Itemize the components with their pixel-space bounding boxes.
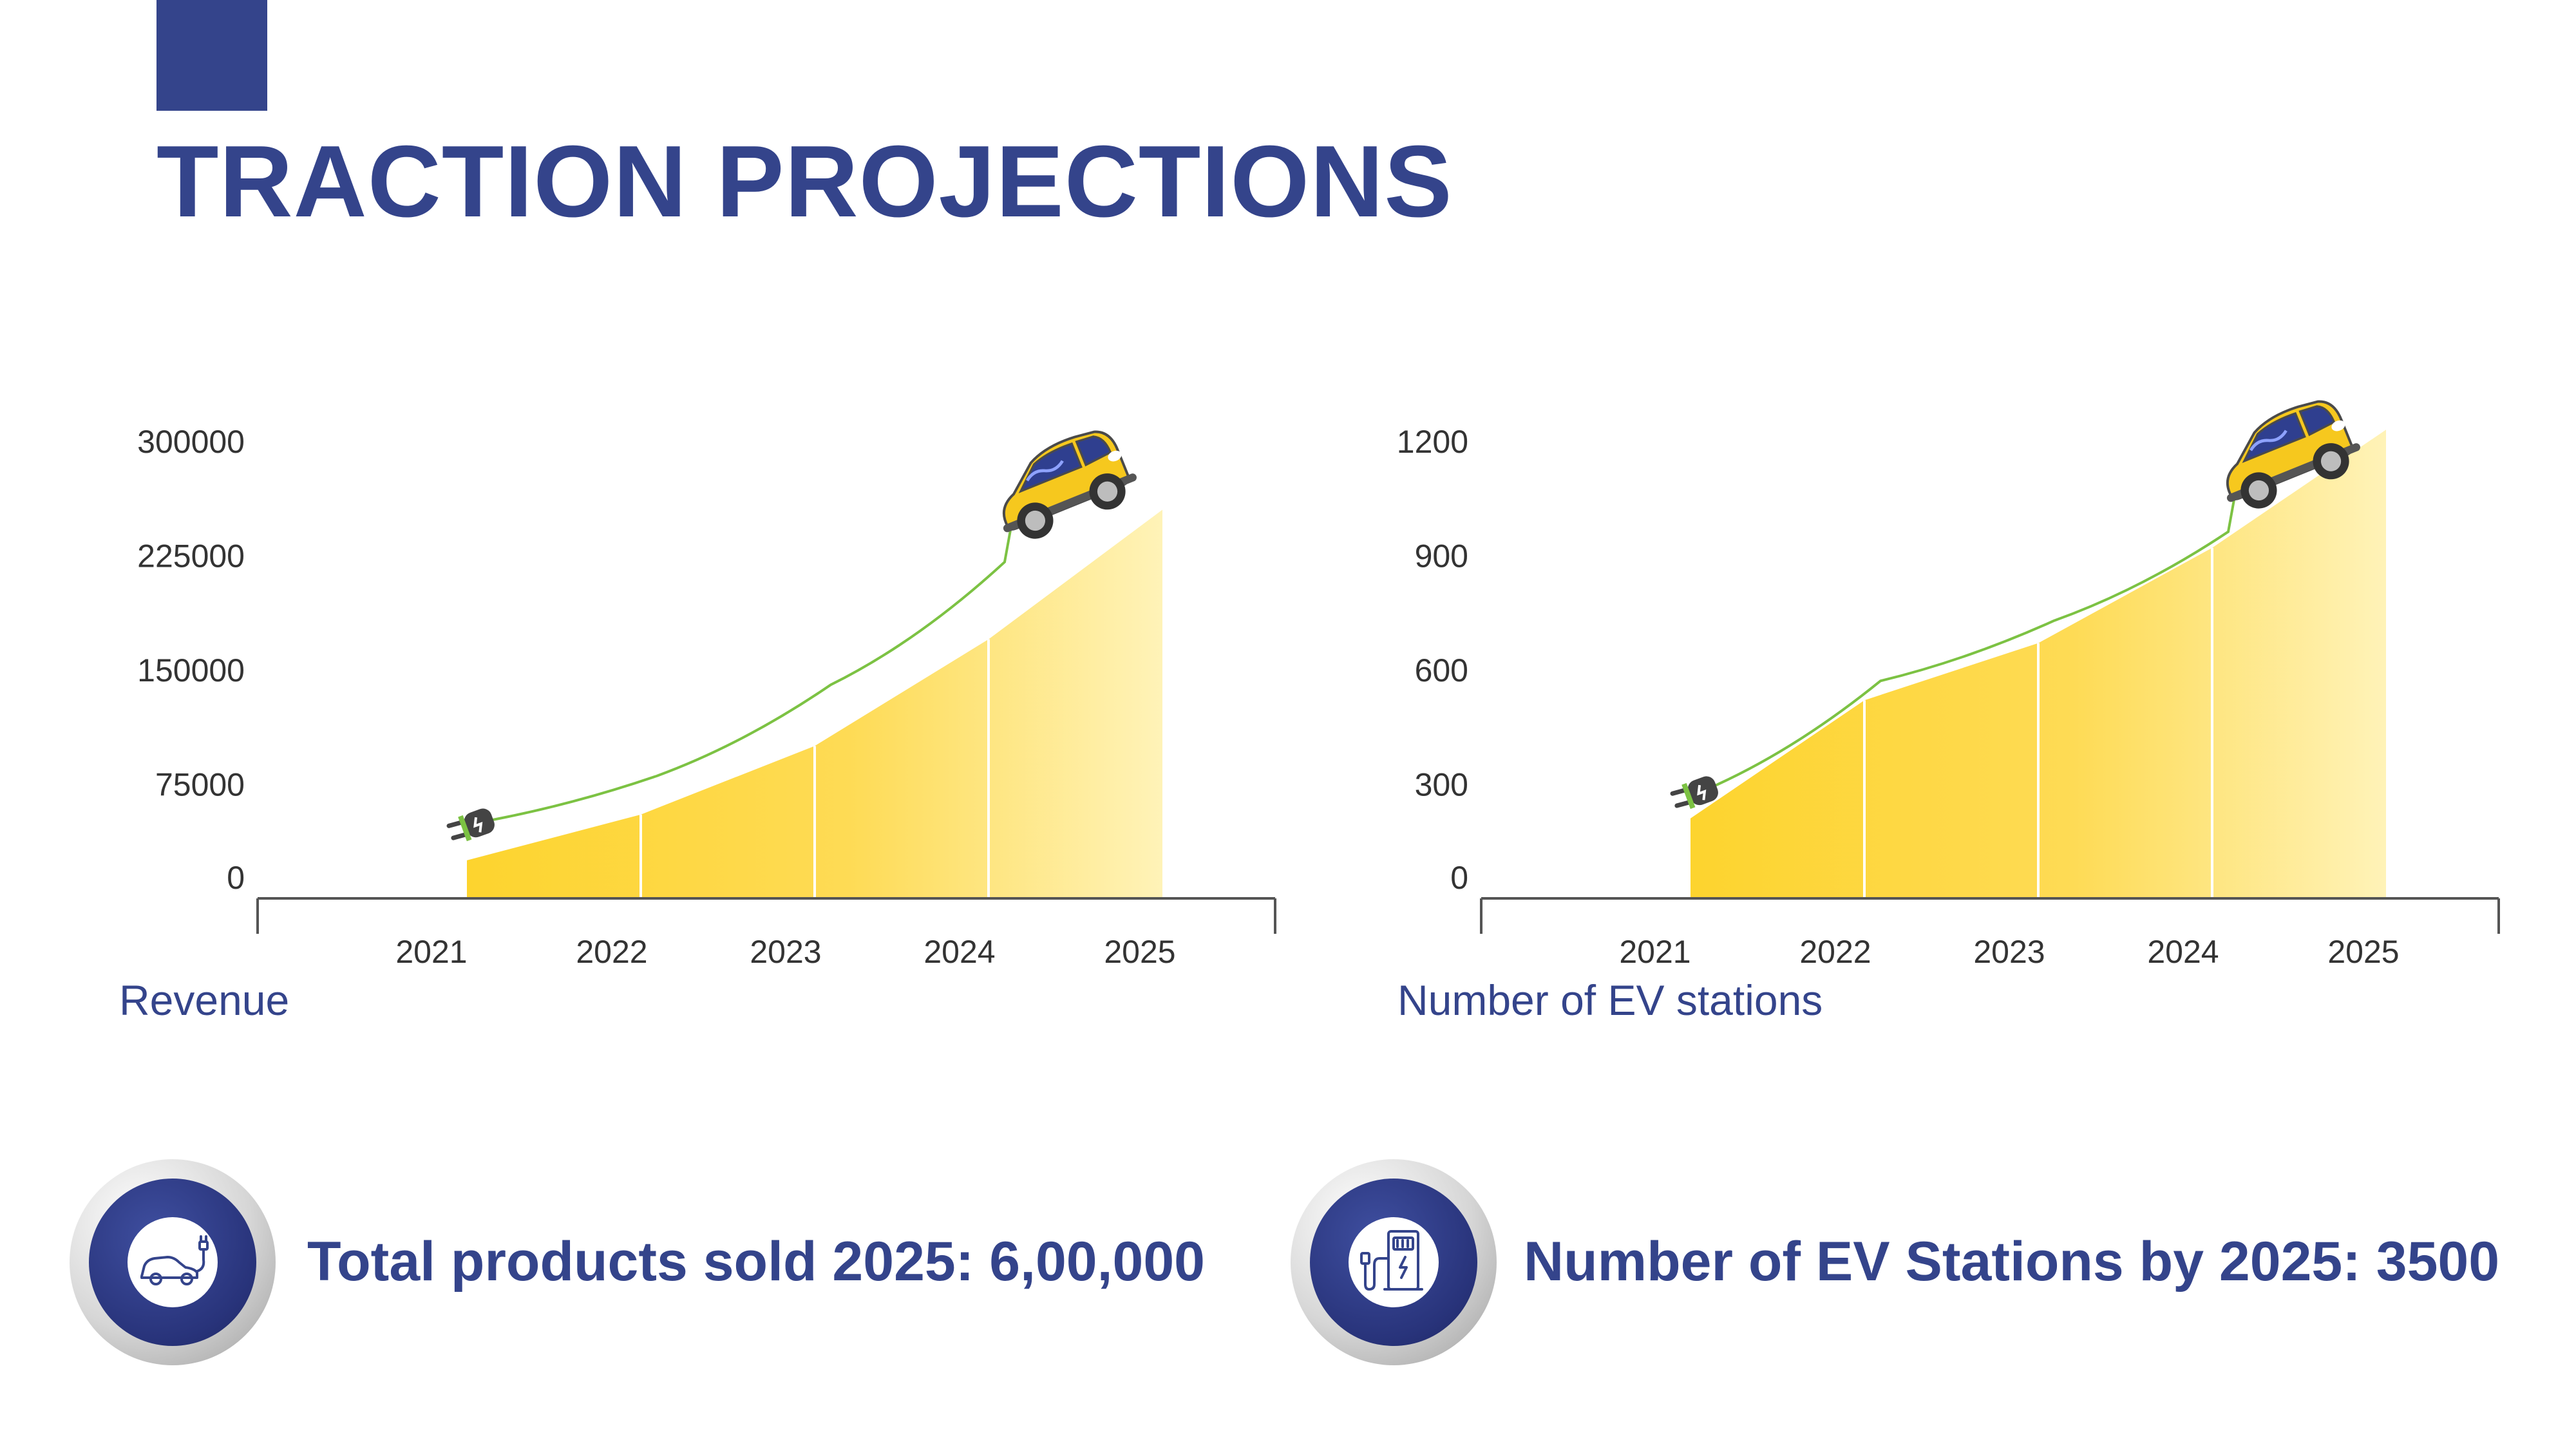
plug-icon [1670, 776, 1718, 810]
y-tick-label: 600 [1415, 652, 1468, 688]
ev-stations-chart-title: Number of EV stations [1397, 976, 1823, 1024]
y-tick-label: 75000 [155, 767, 245, 803]
ev-stations-stat: Number of EV Stations by 2025: 3500 [1524, 1231, 2500, 1293]
total-products-stat: Total products sold 2025: 6,00,000 [307, 1231, 1206, 1293]
revenue-chart: 0 75000 150000 225000 300000 2021 2022 2023 2024… [137, 424, 1276, 970]
x-tick-label: 2021 [395, 934, 467, 970]
x-tick-label: 2023 [1973, 934, 2045, 970]
x-tick-label: 2024 [923, 934, 995, 970]
plug-icon [446, 808, 495, 842]
x-tick-label: 2022 [576, 934, 647, 970]
products-badge [70, 1159, 276, 1365]
y-tick-label: 1200 [1397, 424, 1468, 460]
car-icon [2226, 400, 2360, 509]
revenue-chart-title: Revenue [119, 976, 290, 1024]
y-tick-label: 0 [1450, 860, 1468, 896]
title-accent-square [156, 0, 267, 111]
x-tick-label: 2025 [2327, 934, 2399, 970]
cable-line [482, 526, 1012, 823]
x-tick-label: 2023 [750, 934, 821, 970]
page-title: TRACTION PROJECTIONS [156, 125, 1453, 238]
ev-stations-chart: 0 300 600 900 1200 2021 2022 2023 2024 2025 [1397, 400, 2500, 970]
x-tick-label: 2021 [1619, 934, 1690, 970]
x-tick-label: 2022 [1799, 934, 1871, 970]
x-tick-label: 2025 [1104, 934, 1175, 970]
cable-line [1706, 496, 2236, 791]
y-tick-label: 900 [1415, 538, 1468, 574]
stations-badge [1291, 1159, 1497, 1365]
electric-car-icon [140, 1235, 209, 1285]
y-tick-label: 300 [1415, 767, 1468, 803]
y-tick-label: 150000 [137, 652, 245, 688]
y-tick-label: 225000 [137, 538, 245, 574]
x-tick-label: 2024 [2147, 934, 2219, 970]
car-icon [1002, 430, 1137, 539]
y-tick-label: 0 [227, 860, 245, 896]
charging-station-icon [1360, 1230, 1423, 1291]
y-tick-label: 300000 [137, 424, 245, 460]
